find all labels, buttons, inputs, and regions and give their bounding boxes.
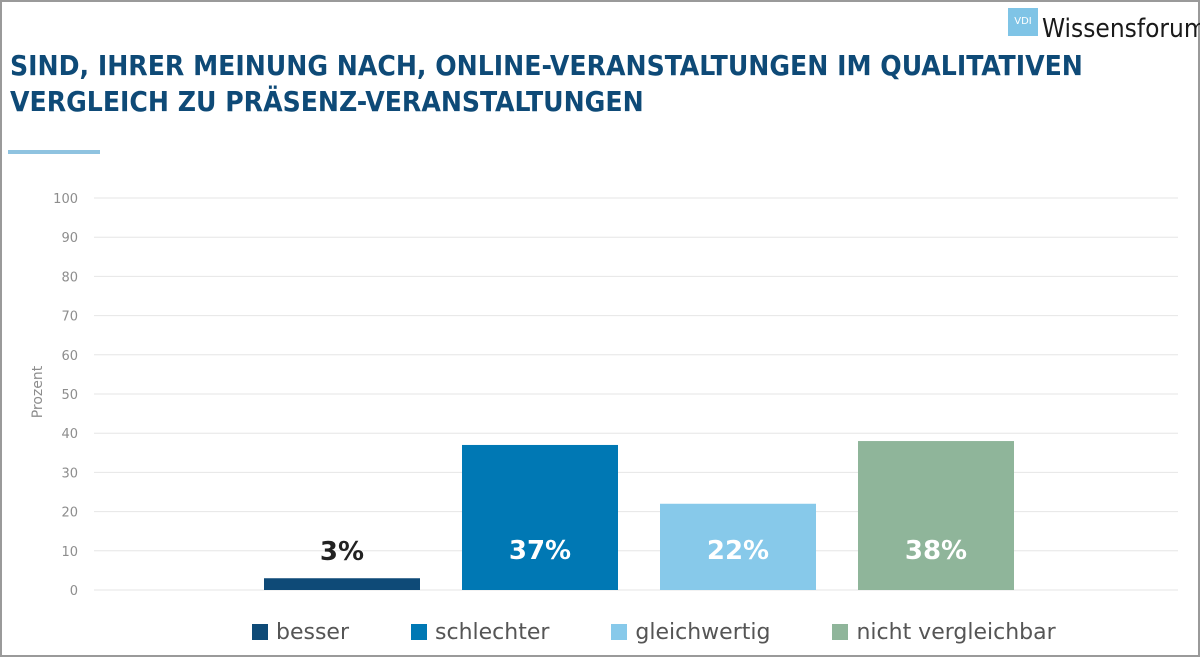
legend-label-0: besser — [276, 619, 350, 645]
legend-item-0: besser — [252, 620, 349, 645]
y-tick-label: 60 — [61, 349, 78, 364]
y-tick-label: 90 — [61, 231, 78, 246]
wissensforum-logo-text: Wissensforum — [1042, 14, 1200, 44]
legend-label-3: nicht vergleichbar — [856, 619, 1056, 645]
y-tick-label: 20 — [61, 506, 78, 521]
title-underline — [8, 150, 100, 154]
y-tick-label: 70 — [61, 310, 78, 325]
y-tick-label: 40 — [61, 427, 78, 442]
y-tick-label: 30 — [61, 466, 78, 481]
legend-label-2: gleichwertig — [635, 619, 771, 645]
bar-2 — [660, 503, 816, 590]
legend-swatch-0 — [252, 624, 268, 640]
legend: besser schlechter gleichwertig nicht vergle… — [252, 618, 1118, 646]
bar-0 — [264, 578, 420, 590]
y-tick-label: 0 — [70, 584, 78, 599]
y-tick-label: 100 — [53, 192, 78, 207]
legend-swatch-3 — [832, 624, 849, 640]
y-tick-label: 80 — [61, 270, 78, 285]
data-label-3: 38% — [905, 536, 967, 566]
legend-item-3: nicht vergleichbar — [832, 619, 1056, 645]
vdi-logo-mark: VDI — [1008, 8, 1038, 36]
bar-1 — [462, 444, 618, 590]
y-tick-label: 50 — [61, 388, 78, 403]
data-label-1: 37% — [509, 536, 571, 566]
data-label-2: 22% — [707, 536, 769, 566]
legend-swatch-2 — [611, 624, 628, 640]
legend-swatch-1 — [411, 624, 428, 640]
bar-3 — [858, 441, 1014, 590]
legend-item-1: schlechter — [411, 620, 549, 645]
chart-title: SIND, IHRER MEINUNG NACH, ONLINE-VERANST… — [10, 49, 1083, 118]
y-tick-label: 10 — [61, 545, 78, 560]
legend-item-2: gleichwertig — [611, 620, 770, 645]
legend-label-1: schlechter — [435, 619, 550, 645]
data-label-0: 3% — [320, 537, 364, 567]
